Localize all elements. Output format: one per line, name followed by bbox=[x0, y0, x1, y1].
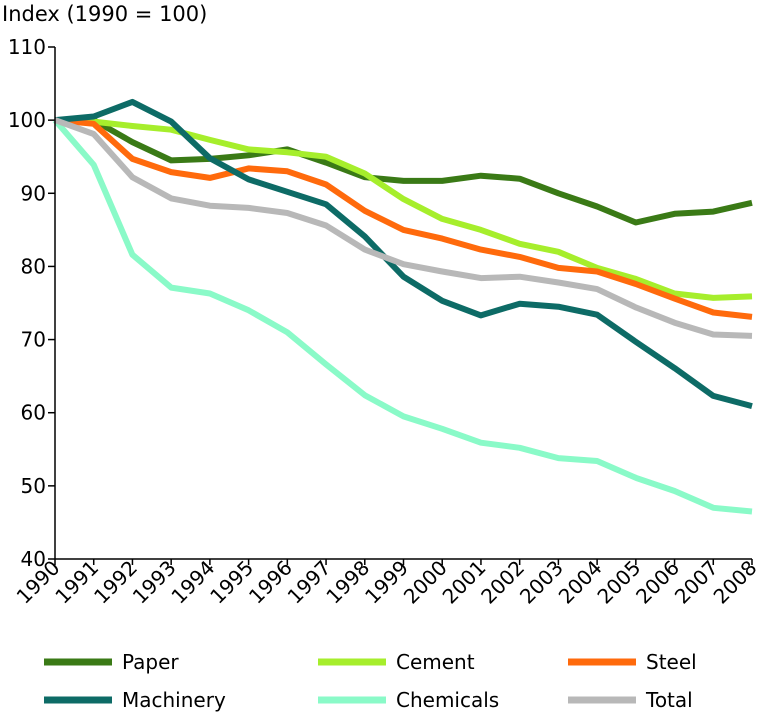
x-tick-label: 1997 bbox=[283, 556, 336, 609]
y-axis-label: Index (1990 = 100) bbox=[2, 2, 207, 26]
x-tick-label: 1992 bbox=[89, 556, 142, 609]
series-line-paper bbox=[55, 117, 753, 226]
y-tick-label: 40 bbox=[21, 547, 46, 571]
y-ticks: 40 50 60 70 80 90 100 110 bbox=[8, 35, 55, 571]
y-tick-label: 70 bbox=[21, 328, 46, 352]
x-tick-label: 2000 bbox=[399, 556, 452, 609]
x-tick-label: 1996 bbox=[244, 556, 297, 609]
x-tick-label: 1998 bbox=[321, 556, 374, 609]
legend-label-chemicals: Chemicals bbox=[396, 688, 499, 712]
legend: Paper Cement Steel Machinery Chemicals Total bbox=[44, 650, 697, 712]
legend-label-machinery: Machinery bbox=[122, 688, 226, 712]
legend-label-total: Total bbox=[645, 688, 693, 712]
x-tick-label: 1995 bbox=[205, 556, 258, 609]
x-tick-label: 1999 bbox=[360, 556, 413, 609]
x-tick-label: 2002 bbox=[476, 556, 529, 609]
x-tick-label: 2004 bbox=[554, 556, 607, 609]
y-tick-label: 90 bbox=[21, 181, 46, 205]
axes bbox=[54, 47, 752, 560]
x-tick-label: 1993 bbox=[128, 556, 181, 609]
series-line-cement bbox=[54, 117, 753, 301]
series-line-steel bbox=[54, 117, 753, 320]
x-tick-label: 2001 bbox=[438, 556, 491, 609]
legend-label-paper: Paper bbox=[122, 650, 179, 674]
y-tick-label: 60 bbox=[21, 401, 46, 425]
y-tick-label: 100 bbox=[8, 108, 46, 132]
x-tick-label: 2007 bbox=[670, 556, 723, 609]
x-tick-label: 2003 bbox=[515, 556, 568, 609]
x-tick-label: 2005 bbox=[592, 556, 645, 609]
series-lines bbox=[52, 98, 753, 515]
x-ticks: 1990199119921993199419951996199719981999… bbox=[12, 556, 762, 609]
legend-label-steel: Steel bbox=[646, 650, 697, 674]
y-tick-label: 50 bbox=[21, 474, 46, 498]
legend-label-cement: Cement bbox=[396, 650, 475, 674]
y-tick-label: 80 bbox=[21, 254, 46, 278]
series-line-machinery bbox=[54, 98, 753, 410]
series-line-total bbox=[53, 117, 753, 339]
y-tick-label: 110 bbox=[8, 35, 46, 59]
x-tick-label: 2008 bbox=[709, 556, 762, 609]
x-tick-label: 1994 bbox=[166, 556, 219, 609]
series-line-chemicals bbox=[52, 118, 753, 515]
x-tick-label: 2006 bbox=[631, 556, 684, 609]
x-tick-label: 1991 bbox=[50, 556, 103, 609]
